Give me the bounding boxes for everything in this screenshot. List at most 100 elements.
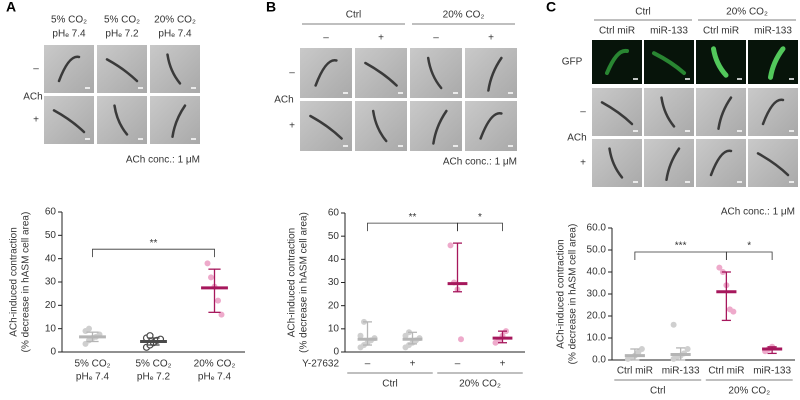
cell <box>600 101 634 126</box>
y-tick-label: 60.0 <box>587 223 607 234</box>
column-header: pHₑ 7.2 <box>105 29 139 40</box>
micrograph <box>355 101 407 151</box>
concentration-note: ACh conc.: 1 μM <box>721 207 795 218</box>
cell <box>364 61 398 87</box>
x-tick-label: pHₑ 7.2 <box>137 372 171 383</box>
y-tick-label: 40 <box>45 253 57 264</box>
column-header: pHₑ 7.4 <box>52 29 86 40</box>
group-label: Ctrl <box>382 379 398 390</box>
significance-bracket <box>367 222 458 232</box>
x-tick-label: 5% CO₂ <box>74 359 110 370</box>
row-title: ACh <box>567 133 586 144</box>
y-axis-label: (% decrease in hASM cell area) <box>299 212 310 353</box>
row-title: ACh <box>274 95 293 106</box>
cell <box>487 56 503 92</box>
row-label: – <box>289 68 295 79</box>
group-header: Ctrl <box>346 10 362 21</box>
y-tick-label: 60 <box>45 207 57 218</box>
cell <box>166 53 182 85</box>
column-header: 20% CO₂ <box>154 15 196 26</box>
cell <box>665 147 681 182</box>
data-point <box>447 242 454 249</box>
column-header: pHₑ 7.4 <box>158 29 192 40</box>
panel-letter: A <box>6 0 16 15</box>
concentration-note: ACh conc.: 1 μM <box>443 157 517 168</box>
micrograph <box>410 48 462 98</box>
data-point <box>458 336 464 343</box>
y-tick-label: 10.0 <box>587 333 607 344</box>
data-point <box>670 321 677 328</box>
x-tick-label: miR-133 <box>662 366 700 377</box>
row-label: – <box>580 107 586 118</box>
y-tick-label: 20 <box>45 300 57 311</box>
cell <box>52 109 86 134</box>
row-label: GFP <box>562 57 583 68</box>
significance-label: ** <box>409 212 417 223</box>
y-tick-label: 30 <box>45 277 57 288</box>
cell <box>371 109 388 143</box>
column-header: + <box>378 33 384 44</box>
column-header: – <box>433 33 439 44</box>
x-tick-label: pHₑ 7.4 <box>76 372 110 383</box>
cell <box>432 109 448 145</box>
y-tick-label: 30 <box>328 277 340 288</box>
y-tick-label: 40 <box>328 254 340 265</box>
x-tick-label: + <box>500 359 506 370</box>
panel-letter: B <box>266 0 276 15</box>
x-tick-label: – <box>455 359 461 370</box>
y-tick-label: 0 <box>50 347 56 358</box>
panel-letter: C <box>546 0 556 15</box>
micrograph <box>465 101 517 151</box>
y-axis-label: (% decrease in hASM cell area) <box>21 212 32 353</box>
group-header: 20% CO₂ <box>443 10 485 21</box>
y-axis-label: ACh-induced contraction <box>9 227 20 337</box>
fluorescence-image <box>696 40 746 84</box>
group-header: 20% CO₂ <box>726 7 768 18</box>
cell <box>105 58 139 83</box>
y-tick-label: 20.0 <box>587 311 607 322</box>
y-tick-label: 50 <box>45 230 57 241</box>
y-tick-label: 30.0 <box>587 289 607 300</box>
significance-label: *** <box>675 241 687 252</box>
data-point <box>716 264 723 271</box>
cell <box>113 104 129 136</box>
data-point <box>204 260 211 267</box>
significance-bracket <box>634 251 727 260</box>
cell <box>309 114 343 140</box>
data-point <box>357 332 364 339</box>
row-title: ACh <box>23 92 42 103</box>
significance-bracket <box>725 251 773 260</box>
x-tick-label: pHₑ 7.4 <box>198 372 232 383</box>
group-label: Ctrl <box>650 386 666 397</box>
micrograph <box>150 45 200 93</box>
column-header: miR-133 <box>754 26 792 37</box>
micrograph <box>97 96 147 144</box>
data-point <box>684 346 691 352</box>
data-point <box>215 297 221 304</box>
data-point <box>208 274 214 281</box>
gfp-cell <box>711 46 729 78</box>
x-tick-label: Ctrl miR <box>708 366 744 377</box>
significance-label: ** <box>150 238 158 249</box>
concentration-note: ACh conc.: 1 μM <box>126 155 200 166</box>
y-tick-label: 0 <box>333 347 339 358</box>
group-label: 20% CO₂ <box>459 379 501 390</box>
x-tick-label: – <box>365 359 371 370</box>
column-header: miR-133 <box>650 26 688 37</box>
column-header: 5% CO₂ <box>51 15 87 26</box>
data-point <box>218 311 225 318</box>
micrograph <box>410 101 462 151</box>
y-tick-label: 40.0 <box>587 267 607 278</box>
group-label: 20% CO₂ <box>728 386 770 397</box>
gfp-cell <box>768 46 786 80</box>
row-label: + <box>33 115 39 126</box>
cell <box>608 147 624 179</box>
cell <box>479 112 503 140</box>
column-header: + <box>488 33 494 44</box>
y-axis-label: ACh-induced contraction <box>556 239 567 349</box>
y-tick-label: 10 <box>328 323 340 334</box>
x-tick-label: 20% CO₂ <box>194 359 236 370</box>
data-point <box>638 346 645 352</box>
cell <box>314 59 338 87</box>
micrograph <box>696 88 746 136</box>
